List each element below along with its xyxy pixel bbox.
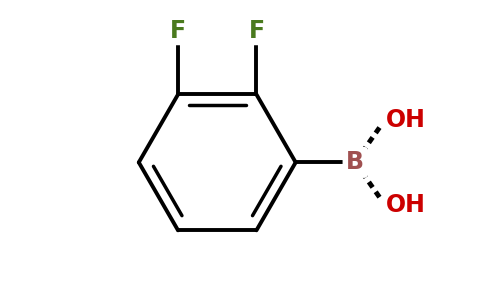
Text: F: F: [248, 19, 265, 43]
Text: B: B: [346, 150, 364, 174]
Text: OH: OH: [386, 108, 425, 132]
Text: OH: OH: [386, 193, 425, 217]
Text: F: F: [170, 19, 186, 43]
